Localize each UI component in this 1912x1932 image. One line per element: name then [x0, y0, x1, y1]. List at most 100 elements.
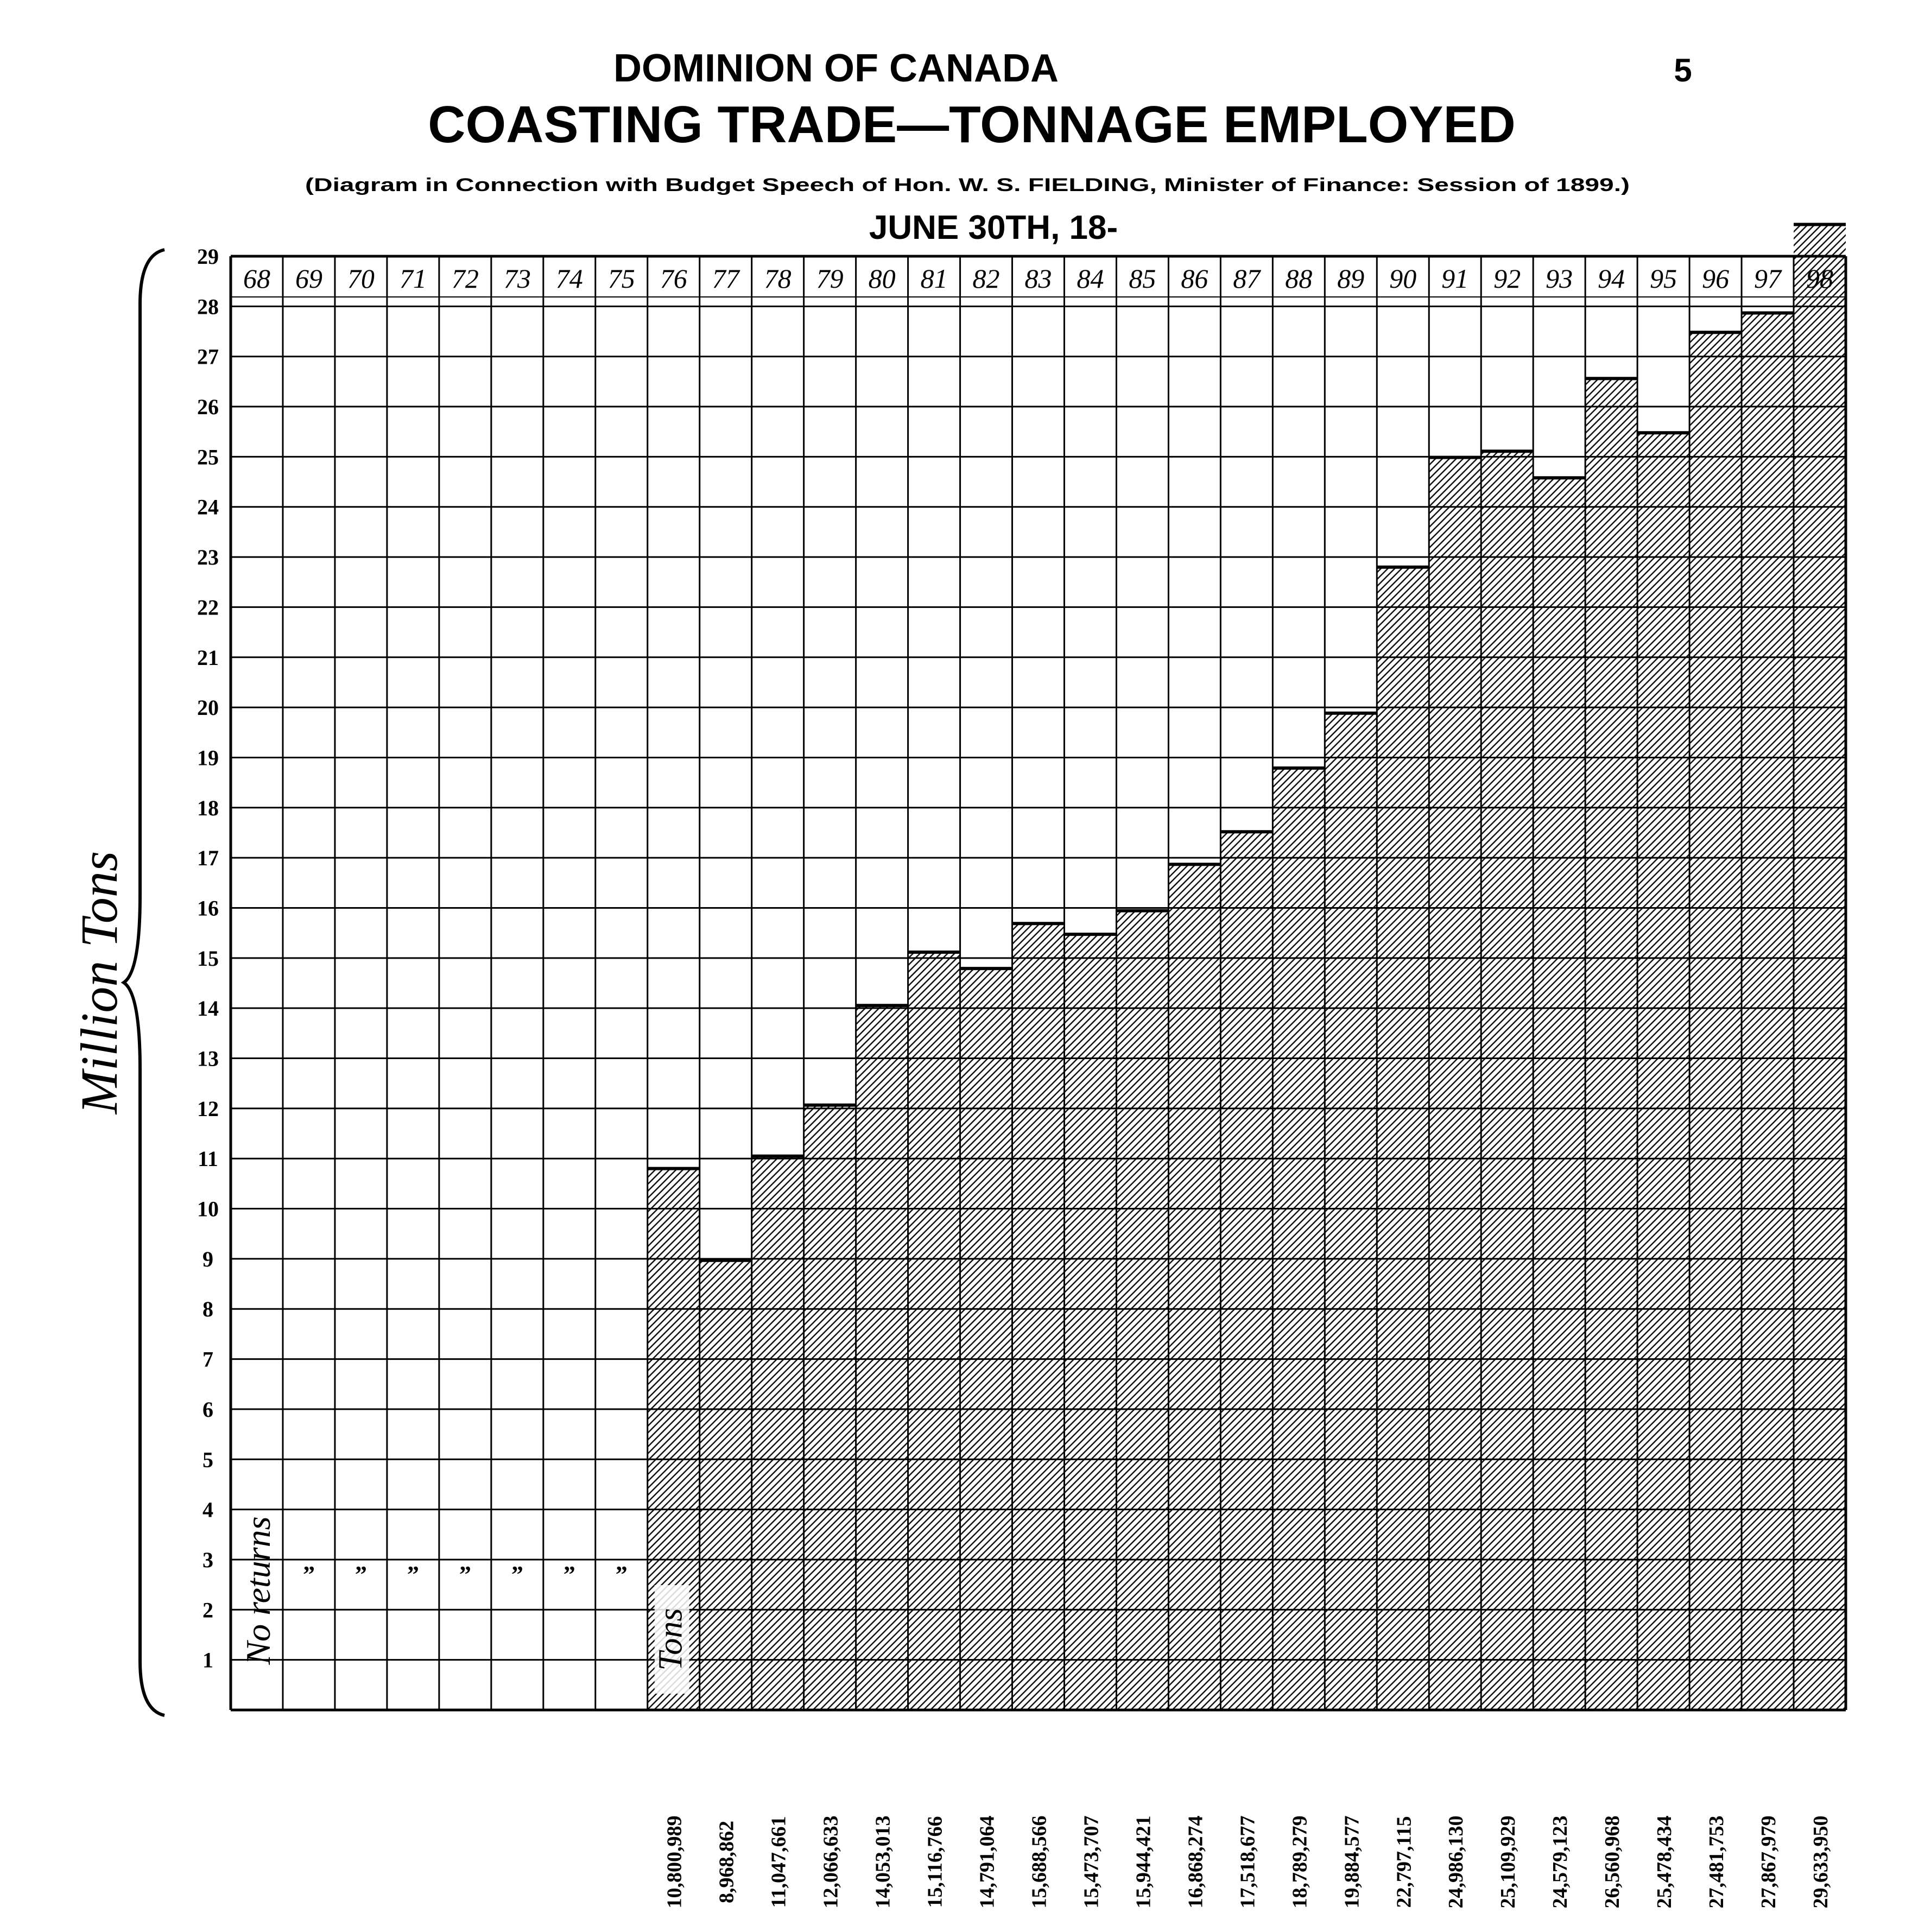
value-label: 19,884,577 — [1340, 1816, 1363, 1909]
year-label: 88 — [1285, 263, 1312, 294]
y-tick-label: 18 — [197, 796, 219, 820]
y-axis-label: Million Tons — [70, 851, 128, 1116]
chart-title: COASTING TRADE—TONNAGE EMPLOYED — [428, 96, 1516, 154]
year-label: 68 — [243, 263, 270, 294]
y-tick-label: 20 — [197, 695, 219, 720]
year-label: 97 — [1754, 263, 1782, 294]
bar — [1637, 433, 1690, 1710]
bar — [751, 1156, 804, 1710]
bar — [1533, 478, 1586, 1710]
year-label: 93 — [1546, 263, 1573, 294]
y-tick-label: 24 — [197, 495, 219, 520]
year-label: 86 — [1181, 263, 1208, 294]
y-tick-label: 6 — [202, 1397, 213, 1422]
y-tick-label: 10 — [197, 1197, 219, 1221]
y-tick-label: 25 — [197, 445, 219, 469]
value-label: 22,797,115 — [1392, 1816, 1415, 1908]
no-returns-annotation: No returns — [239, 1516, 277, 1665]
bar — [1742, 313, 1794, 1711]
tons-annotation: Tons — [653, 1608, 689, 1671]
year-label: 89 — [1337, 263, 1364, 294]
year-label: 75 — [608, 263, 635, 294]
bar — [1116, 910, 1169, 1710]
grid — [229, 255, 1847, 1712]
y-tick-label: 17 — [197, 846, 219, 870]
bars — [647, 223, 1846, 1711]
value-label: 15,688,566 — [1028, 1816, 1051, 1909]
ditto-mark: ” — [355, 1561, 367, 1588]
year-label: 95 — [1650, 263, 1677, 294]
bar — [1689, 332, 1742, 1711]
y-tick-label: 9 — [202, 1247, 213, 1271]
year-label: 70 — [347, 263, 375, 294]
year-label: 76 — [660, 263, 687, 294]
bar — [1377, 567, 1429, 1711]
y-tick-label: 4 — [202, 1498, 213, 1522]
value-label: 25,478,434 — [1653, 1816, 1676, 1909]
country-title: DOMINION OF CANADA — [613, 47, 1059, 90]
year-labels: 68 69 70 71 72 73 74 75 76 77 78 79 80 81 82 83 84 85 86 87… — [243, 263, 1833, 294]
value-label: 11,047,661 — [768, 1816, 790, 1908]
value-label: 16,868,274 — [1184, 1816, 1207, 1909]
y-tick-label: 13 — [197, 1047, 219, 1071]
value-label: 10,800,989 — [663, 1816, 686, 1909]
value-label: 27,481,753 — [1705, 1816, 1728, 1909]
value-label: 27,867,979 — [1757, 1816, 1780, 1909]
bar — [1272, 768, 1325, 1710]
value-label: 24,986,130 — [1445, 1816, 1467, 1909]
year-label: 81 — [921, 263, 948, 294]
year-label: 96 — [1702, 263, 1729, 294]
year-label: 91 — [1441, 263, 1468, 294]
y-tick-label: 16 — [197, 896, 219, 920]
ditto-mark: ” — [303, 1561, 315, 1588]
y-tick-label: 5 — [202, 1447, 213, 1472]
value-label: 18,789,279 — [1288, 1816, 1311, 1909]
year-label: 73 — [504, 263, 531, 294]
year-label: 77 — [712, 263, 740, 294]
y-tick-label: 11 — [198, 1146, 218, 1171]
value-label: 15,473,707 — [1080, 1816, 1103, 1909]
year-label: 82 — [973, 263, 1000, 294]
bar — [1220, 832, 1273, 1710]
value-labels: 10,800,989 8,968,862 11,047,661 12,066,633 1… — [663, 1816, 1832, 1909]
year-label: 87 — [1233, 263, 1261, 294]
value-label: 15,944,421 — [1132, 1816, 1155, 1909]
bar — [1481, 451, 1534, 1710]
bar — [856, 1005, 908, 1710]
bar — [1794, 224, 1846, 1710]
date-caption: JUNE 30TH, 18- — [869, 209, 1118, 246]
year-label: 71 — [400, 263, 427, 294]
y-tick-label: 3 — [202, 1548, 213, 1572]
year-label: 90 — [1389, 263, 1416, 294]
tons-label-backdrop — [654, 1585, 689, 1694]
bar — [803, 1105, 856, 1710]
y-tick-label: 15 — [197, 946, 219, 971]
y-tick-label: 19 — [197, 745, 219, 770]
year-label: 79 — [816, 263, 844, 294]
year-label: 84 — [1077, 263, 1104, 294]
year-label: 69 — [295, 263, 322, 294]
y-tick-label: 12 — [197, 1097, 219, 1121]
year-label: 98 — [1806, 263, 1833, 294]
page-number: 5 — [1674, 52, 1692, 88]
ditto-mark: ” — [564, 1561, 575, 1588]
year-label: 74 — [556, 263, 583, 294]
y-tick-label: 23 — [197, 545, 219, 569]
ditto-mark: ” — [459, 1561, 471, 1588]
value-label: 26,560,968 — [1601, 1816, 1624, 1909]
value-label: 8,968,862 — [716, 1821, 738, 1903]
value-label: 12,066,633 — [820, 1816, 843, 1909]
year-label: 83 — [1025, 263, 1052, 294]
bar — [908, 952, 960, 1710]
y-tick-label: 28 — [197, 294, 219, 319]
y-tick-label: 27 — [197, 345, 219, 369]
y-tick-label: 21 — [197, 645, 219, 670]
year-label: 92 — [1493, 263, 1521, 294]
bar — [1585, 378, 1638, 1711]
value-label: 14,053,013 — [872, 1816, 895, 1909]
value-label: 24,579,123 — [1549, 1816, 1572, 1909]
y-tick-label: 8 — [202, 1297, 213, 1321]
bar — [1064, 934, 1117, 1710]
y-tick-label: 14 — [197, 996, 219, 1021]
